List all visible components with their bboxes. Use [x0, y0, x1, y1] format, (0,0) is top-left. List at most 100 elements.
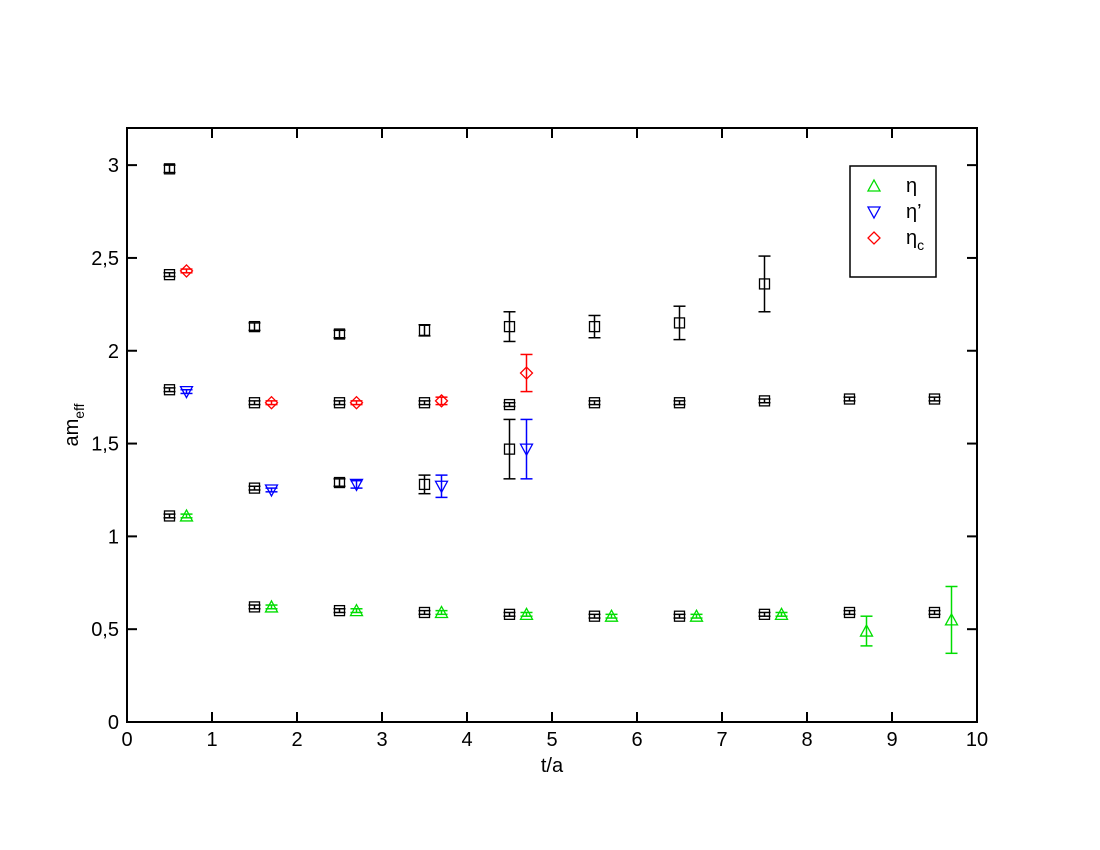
marker [163, 268, 176, 281]
error-bar [435, 474, 448, 499]
y-axis-label: ameff [61, 403, 87, 446]
x-tick-label: 6 [631, 729, 642, 751]
marker [867, 231, 881, 245]
x-tick-label: 0 [121, 729, 132, 751]
error-bar [163, 387, 176, 393]
marker [503, 608, 516, 620]
marker [588, 320, 601, 333]
marker [333, 476, 346, 489]
error-bar [248, 400, 261, 406]
marker [673, 317, 686, 329]
marker [673, 610, 686, 622]
error-bar [350, 479, 363, 489]
error-bar [860, 615, 873, 647]
y-tick-label: 3 [108, 155, 119, 177]
legend-name: η [906, 175, 917, 197]
error-bar [758, 255, 771, 313]
legend-name-sub: c [917, 237, 924, 253]
marker [333, 397, 346, 409]
marker [434, 393, 449, 408]
error-bar [758, 611, 771, 617]
error-bar [333, 400, 346, 406]
marker [248, 601, 261, 613]
error-bar [503, 418, 516, 480]
legend-label: ηc [906, 227, 924, 253]
marker [264, 395, 279, 410]
error-bar [588, 314, 601, 339]
x-tick-label: 9 [886, 729, 897, 751]
marker [519, 606, 534, 620]
marker [588, 610, 601, 622]
error-bar [418, 324, 431, 337]
y-tick-label: 0,5 [91, 619, 119, 641]
marker [264, 484, 279, 498]
marker [774, 606, 789, 620]
marker [758, 395, 771, 407]
error-bar [503, 311, 516, 343]
error-bar [248, 322, 261, 332]
marker [519, 443, 534, 457]
error-bar [418, 474, 431, 495]
marker [418, 324, 431, 336]
error-bar [503, 401, 516, 408]
y-tick-label: 1,5 [91, 434, 119, 456]
marker [248, 320, 261, 333]
y-label-main: am [61, 419, 83, 447]
x-tick-label: 3 [376, 729, 387, 751]
marker [758, 608, 771, 620]
error-bar [333, 329, 346, 339]
error-bar [520, 353, 533, 393]
legend-label: η’ [906, 201, 922, 223]
marker [604, 608, 619, 622]
marker [349, 478, 364, 492]
marker [349, 395, 364, 410]
error-bar [758, 398, 771, 404]
marker [333, 328, 346, 340]
marker [843, 393, 856, 405]
marker [418, 606, 431, 619]
error-bar [928, 396, 941, 402]
marker [163, 510, 176, 522]
x-axis-label: t/a [541, 755, 564, 777]
marker [673, 397, 686, 409]
y-label-sub: eff [71, 403, 87, 418]
legend-name: η’ [906, 201, 922, 223]
x-tick-label: 4 [461, 729, 472, 751]
marker [866, 206, 882, 220]
error-bar [843, 396, 856, 402]
marker [503, 320, 516, 333]
marker [179, 508, 194, 522]
marker [434, 480, 449, 494]
marker [758, 278, 771, 290]
marker [179, 385, 194, 399]
x-tick-label: 5 [546, 729, 557, 751]
marker [163, 384, 176, 396]
error-bar [945, 585, 958, 655]
marker [248, 482, 261, 494]
error-bar [673, 400, 686, 406]
marker [843, 606, 856, 619]
y-tick-label: 2 [108, 341, 119, 363]
marker [333, 604, 346, 617]
x-tick-label: 7 [716, 729, 727, 751]
error-bar [588, 613, 601, 619]
error-bar [503, 611, 516, 617]
marker [519, 366, 534, 380]
error-bar [248, 604, 261, 610]
y-tick-label: 0 [108, 712, 119, 734]
error-bar [163, 164, 176, 174]
marker [418, 478, 431, 491]
marker [859, 623, 874, 637]
error-bar [248, 485, 261, 491]
marker [163, 163, 176, 175]
y-tick-label: 2,5 [91, 248, 119, 270]
error-bar [163, 513, 176, 519]
legend-name: η [906, 227, 917, 249]
error-bar [673, 613, 686, 619]
x-tick-label: 10 [966, 729, 988, 751]
error-bar [588, 400, 601, 406]
error-bar [333, 478, 346, 488]
legend-box [849, 165, 937, 278]
error-bar [928, 609, 941, 616]
